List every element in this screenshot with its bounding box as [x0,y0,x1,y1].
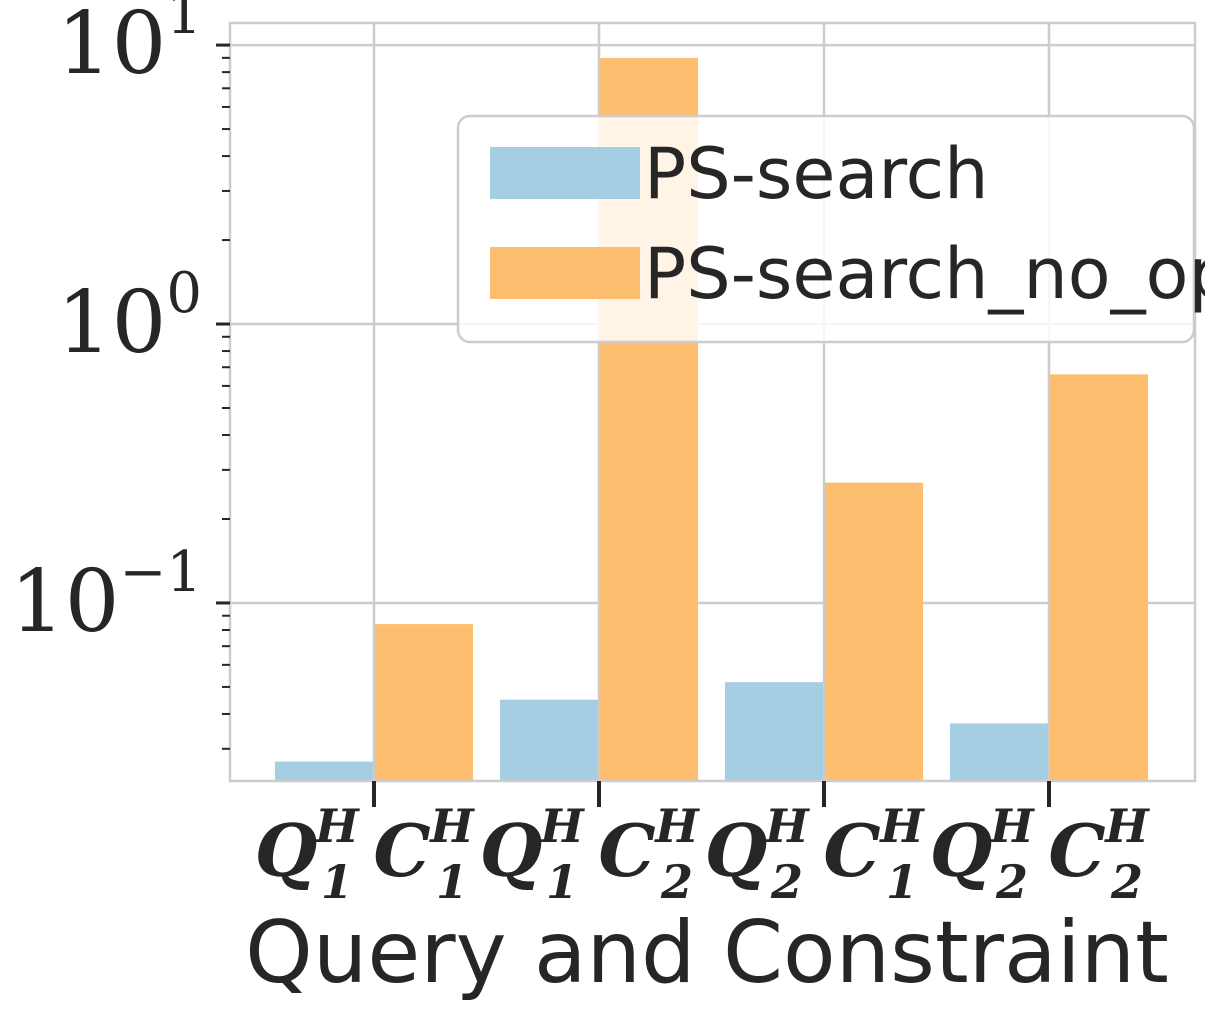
query-subscript: 2 [995,855,1028,909]
constraint-symbol: C [373,808,430,893]
bar-ps-search [500,699,598,781]
constraint-subscript: 1 [436,855,468,909]
constraint-subscript: 2 [660,855,693,909]
plot-frame [228,21,1197,783]
constraint-symbol: C [598,808,655,893]
constraint-subscript: 1 [886,855,918,909]
x-tick-label: QH1 C H1 [255,799,476,909]
y-tick-exponent: −1 [119,540,202,605]
legend-label: PS-search_no_opt [644,233,1205,315]
bar-ps-search-no-opt [375,624,473,781]
x-tick-label: QH2 C H2 [930,799,1151,909]
query-superscript: H [538,799,585,853]
legend-label: PS-search [644,133,988,215]
query-subscript: 1 [321,855,353,909]
bar-ps-search-no-opt [1050,374,1148,781]
constraint-superscript: H [878,799,925,853]
bar-ps-search [275,761,373,781]
x-axis-label: Query and Constraint [245,903,1169,1003]
query-symbol: Q [705,808,768,893]
legend: PS-search PS-search_no_opt [456,114,1205,344]
constraint-symbol: C [823,808,880,893]
y-tick-exponent: 1 [166,0,202,47]
constraint-subscript: 2 [1110,855,1143,909]
y-tick-exponent: 0 [166,261,202,326]
bar-ps-search [725,682,823,781]
y-tick-label: 10−1 [10,540,202,652]
constraint-superscript: H [653,799,700,853]
constraint-superscript: H [428,799,475,853]
y-tick-label: 101 [57,0,202,94]
query-superscript: H [313,799,360,853]
x-tick-label: QH1 C H2 [480,799,701,909]
constraint-symbol: C [1048,808,1105,893]
query-symbol: Q [480,808,543,893]
bar-ps-search [950,723,1048,781]
query-superscript: H [988,799,1035,853]
query-subscript: 1 [546,855,578,909]
legend-swatch [490,247,640,299]
query-symbol: Q [930,808,993,893]
query-symbol: Q [255,808,318,893]
legend-box [456,114,1196,344]
constraint-superscript: H [1103,799,1150,853]
x-tick-label: QH2 C H1 [705,799,926,909]
x-axis-ticks: QH1 C H1 QH1 C H2 QH2 C H1 QH2 C H2 [255,781,1151,909]
y-tick-base: 10 [10,552,119,652]
query-subscript: 2 [770,855,803,909]
y-tick-label: 100 [57,261,202,373]
bar-ps-search-no-opt [825,482,923,781]
legend-swatch [490,147,640,199]
y-tick-base: 10 [57,273,166,373]
query-superscript: H [763,799,810,853]
y-tick-base: 10 [57,0,166,94]
